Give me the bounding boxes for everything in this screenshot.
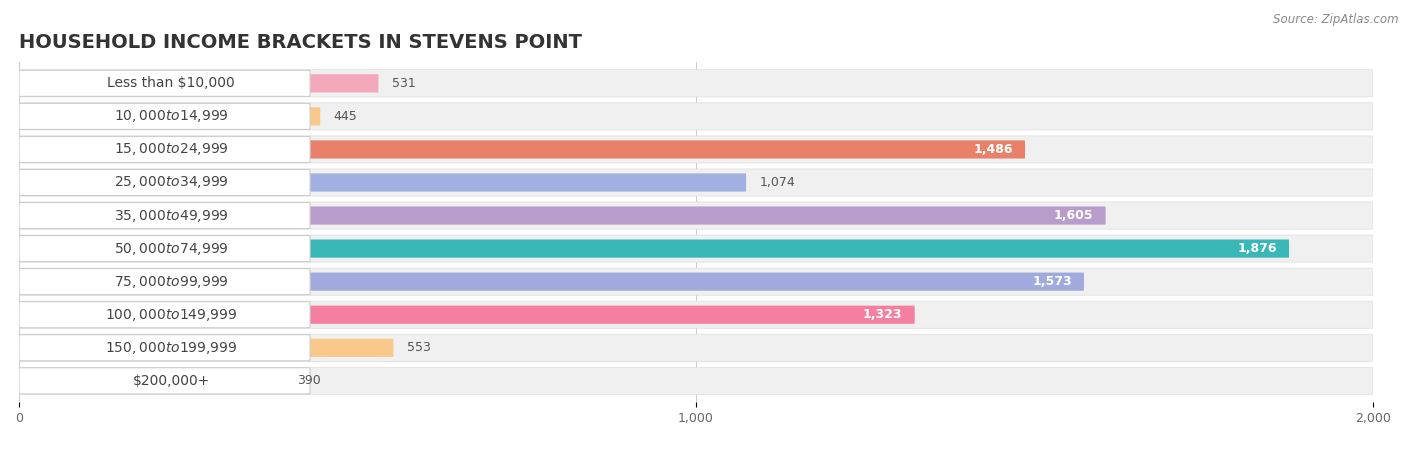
FancyBboxPatch shape [20,301,1374,328]
FancyBboxPatch shape [20,269,311,295]
FancyBboxPatch shape [20,367,1374,394]
FancyBboxPatch shape [20,306,915,324]
FancyBboxPatch shape [20,368,311,394]
Text: $15,000 to $24,999: $15,000 to $24,999 [114,141,229,158]
FancyBboxPatch shape [20,236,311,262]
Text: 1,605: 1,605 [1054,209,1094,222]
Text: 390: 390 [297,374,321,387]
Text: 1,876: 1,876 [1237,242,1277,255]
FancyBboxPatch shape [20,273,1084,291]
FancyBboxPatch shape [20,372,283,390]
FancyBboxPatch shape [20,239,1289,258]
Text: 553: 553 [406,341,430,354]
FancyBboxPatch shape [20,169,311,196]
Text: $150,000 to $199,999: $150,000 to $199,999 [105,340,238,356]
Text: $75,000 to $99,999: $75,000 to $99,999 [114,273,229,290]
FancyBboxPatch shape [20,141,1025,158]
FancyBboxPatch shape [20,74,378,92]
FancyBboxPatch shape [20,334,1374,361]
FancyBboxPatch shape [20,268,1374,295]
Text: HOUSEHOLD INCOME BRACKETS IN STEVENS POINT: HOUSEHOLD INCOME BRACKETS IN STEVENS POI… [20,33,582,52]
FancyBboxPatch shape [20,173,747,192]
FancyBboxPatch shape [20,207,1105,224]
FancyBboxPatch shape [20,136,311,163]
Text: $50,000 to $74,999: $50,000 to $74,999 [114,241,229,256]
FancyBboxPatch shape [20,169,1374,196]
Text: $200,000+: $200,000+ [132,374,209,388]
Text: 1,323: 1,323 [863,308,903,321]
Text: $35,000 to $49,999: $35,000 to $49,999 [114,207,229,224]
FancyBboxPatch shape [20,103,311,129]
Text: 1,486: 1,486 [973,143,1012,156]
FancyBboxPatch shape [20,136,1374,163]
Text: 1,074: 1,074 [759,176,796,189]
FancyBboxPatch shape [20,202,1374,229]
FancyBboxPatch shape [20,339,394,357]
FancyBboxPatch shape [20,235,1374,262]
Text: $10,000 to $14,999: $10,000 to $14,999 [114,108,229,124]
FancyBboxPatch shape [20,103,1374,130]
Text: Less than $10,000: Less than $10,000 [107,76,235,90]
FancyBboxPatch shape [20,335,311,361]
Text: 445: 445 [333,110,357,123]
Text: Source: ZipAtlas.com: Source: ZipAtlas.com [1274,13,1399,26]
Text: $100,000 to $149,999: $100,000 to $149,999 [105,307,238,323]
Text: $25,000 to $34,999: $25,000 to $34,999 [114,175,229,190]
Text: 531: 531 [392,77,416,90]
FancyBboxPatch shape [20,70,1374,97]
FancyBboxPatch shape [20,107,321,125]
FancyBboxPatch shape [20,70,311,97]
Text: 1,573: 1,573 [1032,275,1071,288]
FancyBboxPatch shape [20,302,311,328]
FancyBboxPatch shape [20,202,311,229]
